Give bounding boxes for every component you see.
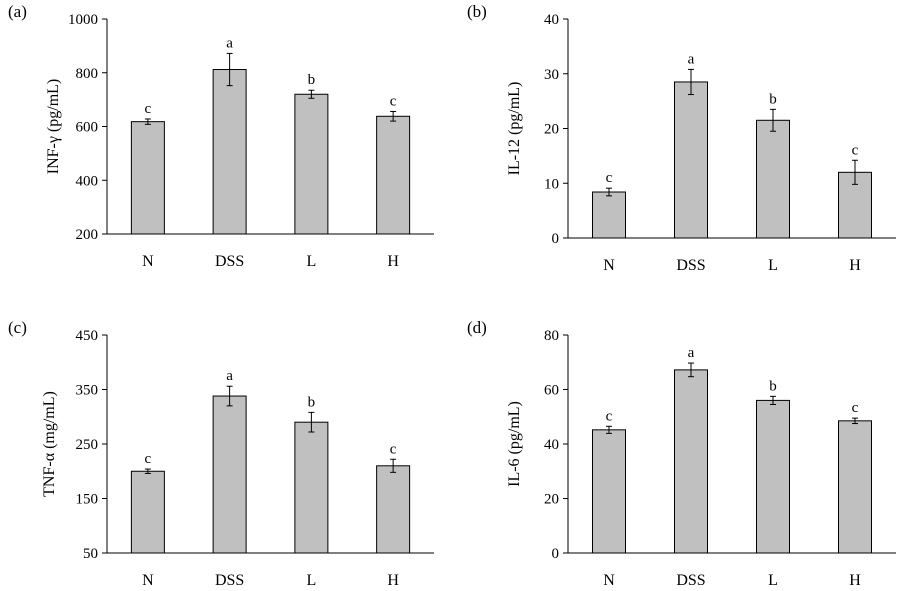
y-tick-label: 150 — [76, 492, 99, 508]
y-tick-label: 1000 — [68, 12, 98, 28]
y-tick-label: 10 — [544, 176, 559, 192]
significance-letter: c — [852, 142, 859, 158]
y-tick-label: 20 — [544, 122, 559, 138]
y-tick-label: 350 — [76, 383, 99, 399]
significance-letter: b — [308, 394, 316, 410]
significance-letter: a — [226, 35, 233, 51]
bar — [674, 81, 708, 239]
y-tick-label: 30 — [544, 67, 559, 83]
bar — [592, 429, 626, 554]
y-tick-label: 400 — [76, 173, 99, 189]
y-axis-label: INF-γ (pg/mL) — [45, 79, 62, 175]
bar — [212, 69, 247, 235]
y-axis-label: IL-6 (pg/mL) — [506, 401, 523, 487]
x-tick-label: H — [849, 572, 861, 589]
x-tick-label: L — [306, 253, 316, 270]
significance-letter: c — [390, 441, 397, 457]
x-tick-label: H — [387, 572, 399, 589]
y-tick-label: 600 — [76, 120, 99, 136]
y-axis-label: TNF-α (mg/mL) — [41, 391, 58, 497]
significance-letter: a — [688, 345, 695, 361]
x-tick-label: DSS — [215, 572, 244, 589]
significance-letter: c — [390, 93, 397, 109]
panel-label: (c) — [8, 318, 27, 337]
bar — [376, 115, 411, 235]
bar — [674, 369, 708, 554]
bar — [838, 420, 872, 554]
significance-letter: a — [226, 368, 233, 384]
significance-letter: c — [606, 408, 613, 424]
x-tick-label: L — [768, 572, 778, 589]
panel-label: (d) — [467, 318, 487, 337]
x-tick-label: DSS — [676, 572, 705, 589]
panel-label: (a) — [8, 2, 27, 21]
x-tick-label: N — [142, 572, 154, 589]
bar — [212, 395, 247, 554]
bar — [294, 93, 329, 235]
significance-letter: b — [769, 91, 777, 107]
y-tick-label: 200 — [76, 227, 99, 243]
significance-letter: a — [688, 51, 695, 67]
x-tick-label: N — [603, 257, 615, 274]
bar — [756, 119, 790, 239]
significance-letter: b — [769, 378, 777, 394]
bar — [592, 191, 626, 239]
significance-letter: c — [606, 170, 613, 186]
y-tick-label: 60 — [544, 383, 559, 399]
y-tick-label: 450 — [76, 328, 99, 344]
y-tick-label: 40 — [544, 12, 559, 28]
x-tick-label: DSS — [215, 253, 244, 270]
significance-letter: c — [852, 400, 859, 416]
y-tick-label: 20 — [544, 492, 559, 508]
x-tick-label: H — [849, 257, 861, 274]
significance-letter: b — [308, 72, 316, 88]
x-tick-label: N — [603, 572, 615, 589]
y-tick-label: 800 — [76, 66, 99, 82]
y-tick-label: 80 — [544, 328, 559, 344]
significance-letter: c — [145, 101, 152, 117]
y-axis-label: IL-12 (pg/mL) — [506, 82, 523, 176]
x-tick-label: DSS — [676, 257, 705, 274]
x-tick-label: N — [142, 253, 154, 270]
x-tick-label: L — [768, 257, 778, 274]
y-tick-label: 50 — [83, 546, 98, 562]
y-tick-label: 0 — [552, 546, 560, 562]
panel-label: (b) — [467, 2, 487, 21]
y-tick-label: 0 — [552, 231, 560, 247]
bar — [130, 470, 165, 554]
y-tick-label: 40 — [544, 437, 559, 453]
significance-letter: c — [145, 451, 152, 467]
bar — [130, 121, 165, 235]
y-tick-label: 250 — [76, 437, 99, 453]
bar — [376, 465, 411, 554]
bar — [756, 399, 790, 554]
bar — [294, 421, 329, 554]
x-tick-label: H — [387, 253, 399, 270]
x-tick-label: L — [306, 572, 316, 589]
